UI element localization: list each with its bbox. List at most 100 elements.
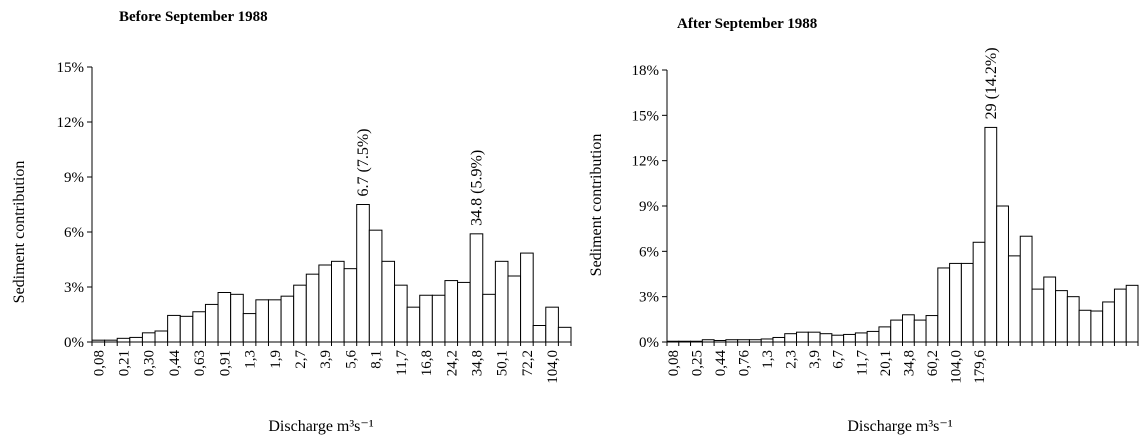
bar xyxy=(878,326,892,343)
x-tick-label: 179,6 xyxy=(972,350,988,384)
x-tick-label: 5,6 xyxy=(343,350,359,369)
bar xyxy=(331,260,345,343)
bar xyxy=(972,241,986,343)
bar xyxy=(305,273,320,343)
bar xyxy=(431,294,446,343)
bar xyxy=(318,264,333,343)
axes-group: 0% 3% 6% 9% 12% 15% 0,08 0,21 0,30 0,44 0,63 0,91 1,… xyxy=(57,60,572,384)
x-tick-label: 2,7 xyxy=(293,350,309,369)
bar xyxy=(1102,301,1115,343)
bar xyxy=(996,205,1009,343)
x-tick-label: 0,25 xyxy=(689,350,705,376)
bar xyxy=(1043,276,1057,343)
bar xyxy=(293,284,307,343)
x-tick-label: 6,7 xyxy=(831,350,847,369)
bar xyxy=(381,260,396,343)
bar xyxy=(1007,255,1021,343)
bar xyxy=(167,314,181,343)
x-tick-label: 8,1 xyxy=(369,350,385,369)
x-tick-label: 34,8 xyxy=(469,350,485,376)
bar xyxy=(444,280,459,343)
x-axis-label: Discharge m³s⁻¹ xyxy=(847,418,952,435)
bar xyxy=(494,260,509,343)
y-tick-label: 0% xyxy=(64,335,84,351)
x-tick-label: 0,08 xyxy=(91,350,107,376)
bar xyxy=(913,319,927,343)
bar xyxy=(843,333,856,343)
bar xyxy=(890,319,904,343)
y-tick-label: 18% xyxy=(632,63,660,79)
bar xyxy=(866,330,880,343)
y-tick-label: 9% xyxy=(639,199,659,215)
bar xyxy=(1019,235,1033,343)
bar xyxy=(902,314,915,343)
x-tick-label: 104,0 xyxy=(545,350,561,384)
x-tick-label: 0,30 xyxy=(142,350,158,376)
x-tick-label: 1,9 xyxy=(268,350,284,369)
y-tick-label: 15% xyxy=(57,60,85,76)
x-tick-label: 104,0 xyxy=(948,350,964,384)
bar xyxy=(192,311,206,343)
x-tick-label: 20,1 xyxy=(878,350,894,376)
bar xyxy=(1090,310,1104,343)
bar xyxy=(129,336,143,343)
bar xyxy=(772,336,786,343)
x-tick-label: 2,3 xyxy=(784,350,800,369)
bar xyxy=(796,331,809,343)
bar xyxy=(1125,284,1139,343)
y-axis-label: Sediment contribution xyxy=(588,134,605,277)
bar-annotation: 29 (14.2%) xyxy=(983,47,1000,119)
bar xyxy=(949,262,962,343)
bar xyxy=(532,325,547,343)
x-tick-label: 24,2 xyxy=(444,350,460,376)
bar xyxy=(280,295,295,343)
bar xyxy=(217,292,232,343)
y-tick-label: 15% xyxy=(632,108,660,124)
y-tick-label: 3% xyxy=(64,280,84,296)
bar xyxy=(457,281,471,343)
x-tick-label: 0,76 xyxy=(737,350,753,377)
bar xyxy=(925,315,939,343)
chart-before-september-1988: Before September 1988 Sediment contribut… xyxy=(11,9,572,435)
x-tick-label: 34,8 xyxy=(901,350,917,376)
bar xyxy=(1031,288,1045,343)
bar xyxy=(1078,309,1092,343)
bar xyxy=(343,268,358,343)
bar xyxy=(984,126,998,343)
x-tick-label: 0,63 xyxy=(192,350,208,376)
bar xyxy=(154,330,169,343)
y-tick-label: 12% xyxy=(632,154,660,170)
bar xyxy=(267,299,282,343)
bar xyxy=(1055,290,1068,343)
x-tick-label: 11,7 xyxy=(394,350,410,376)
x-tick-label: 0,08 xyxy=(666,350,682,376)
bar xyxy=(356,204,370,343)
bars-group xyxy=(666,126,1139,343)
bar xyxy=(807,331,821,343)
x-tick-label: 16,8 xyxy=(419,350,435,376)
bar xyxy=(819,333,833,343)
y-tick-label: 0% xyxy=(639,335,659,351)
bar xyxy=(482,293,496,343)
bar xyxy=(557,326,572,343)
bar xyxy=(368,229,383,343)
bar xyxy=(419,294,433,343)
bar xyxy=(831,334,845,343)
bar xyxy=(854,332,868,343)
x-tick-label: 3,9 xyxy=(807,350,823,369)
chart-title: After September 1988 xyxy=(677,16,817,32)
bar xyxy=(469,233,484,343)
x-tick-label: 0,44 xyxy=(713,350,729,377)
x-tick-label: 72,2 xyxy=(520,350,536,376)
bar xyxy=(141,332,156,343)
bar xyxy=(230,293,244,343)
x-tick-label: 50,1 xyxy=(495,350,511,376)
bar xyxy=(545,306,559,343)
bar xyxy=(1113,288,1127,343)
bar xyxy=(520,252,534,343)
x-tick-label: 1,3 xyxy=(243,350,259,369)
y-tick-label: 9% xyxy=(64,170,84,186)
bar xyxy=(116,337,131,343)
x-tick-label: 0,21 xyxy=(117,350,133,376)
